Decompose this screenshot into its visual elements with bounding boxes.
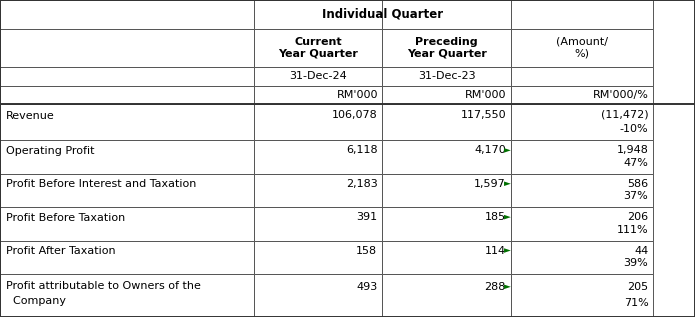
- Bar: [382, 104, 511, 140]
- Text: Individual Quarter: Individual Quarter: [322, 8, 443, 21]
- Text: RM'000: RM'000: [465, 90, 507, 100]
- Bar: [254, 67, 382, 86]
- Polygon shape: [504, 215, 511, 219]
- Bar: [254, 86, 382, 104]
- Bar: [382, 67, 511, 86]
- Text: 106,078: 106,078: [332, 110, 377, 120]
- Text: 158: 158: [357, 246, 377, 256]
- Bar: [0, 140, 254, 174]
- Bar: [511, 274, 653, 317]
- Text: 1,948: 1,948: [616, 146, 648, 155]
- Polygon shape: [504, 285, 511, 289]
- Text: 31-Dec-23: 31-Dec-23: [418, 72, 475, 81]
- Text: 6,118: 6,118: [345, 146, 377, 155]
- Bar: [254, 29, 382, 67]
- Bar: [511, 0, 653, 29]
- Bar: [0, 0, 254, 29]
- Text: 71%: 71%: [623, 298, 648, 308]
- Bar: [511, 67, 653, 86]
- Text: 493: 493: [356, 282, 377, 292]
- Text: 205: 205: [628, 282, 648, 292]
- Bar: [382, 274, 511, 317]
- Bar: [0, 104, 254, 140]
- Bar: [382, 207, 511, 241]
- Bar: [254, 207, 382, 241]
- Text: Current
Year Quarter: Current Year Quarter: [278, 37, 358, 58]
- Bar: [382, 29, 511, 67]
- Bar: [254, 104, 382, 140]
- Bar: [254, 140, 382, 174]
- Bar: [0, 207, 254, 241]
- Text: RM'000/%: RM'000/%: [594, 90, 649, 100]
- Bar: [382, 86, 511, 104]
- Text: -10%: -10%: [620, 124, 648, 134]
- Text: 31-Dec-24: 31-Dec-24: [289, 72, 347, 81]
- Bar: [254, 174, 382, 207]
- Text: Operating Profit: Operating Profit: [6, 146, 94, 156]
- Text: (11,472): (11,472): [600, 110, 648, 120]
- Text: Profit Before Interest and Taxation: Profit Before Interest and Taxation: [6, 179, 196, 190]
- Bar: [511, 104, 653, 140]
- Text: 185: 185: [485, 212, 506, 222]
- Bar: [511, 29, 653, 67]
- Polygon shape: [504, 148, 511, 152]
- Bar: [254, 274, 382, 317]
- Bar: [254, 241, 382, 274]
- Text: 391: 391: [357, 212, 377, 222]
- Text: 47%: 47%: [623, 158, 648, 168]
- Bar: [382, 241, 511, 274]
- Text: Profit After Taxation: Profit After Taxation: [6, 246, 115, 256]
- Text: Preceding
Year Quarter: Preceding Year Quarter: [407, 37, 486, 58]
- Text: 39%: 39%: [623, 258, 648, 268]
- Bar: [0, 29, 254, 67]
- Bar: [382, 140, 511, 174]
- Bar: [0, 67, 254, 86]
- Bar: [0, 274, 254, 317]
- Bar: [382, 174, 511, 207]
- Bar: [0, 174, 254, 207]
- Text: Company: Company: [6, 296, 65, 306]
- Bar: [511, 174, 653, 207]
- Text: Revenue: Revenue: [6, 111, 54, 121]
- Bar: [511, 207, 653, 241]
- Text: 586: 586: [628, 179, 648, 189]
- Text: 206: 206: [628, 212, 648, 222]
- Bar: [254, 0, 382, 29]
- Bar: [0, 241, 254, 274]
- Text: 111%: 111%: [616, 225, 648, 235]
- Text: 117,550: 117,550: [460, 110, 506, 120]
- Bar: [382, 0, 511, 29]
- Text: (Amount/
%): (Amount/ %): [556, 37, 608, 58]
- Polygon shape: [504, 248, 511, 253]
- Text: 288: 288: [484, 282, 506, 292]
- Text: 1,597: 1,597: [474, 179, 506, 189]
- Text: Profit attributable to Owners of the: Profit attributable to Owners of the: [6, 281, 200, 291]
- Bar: [0, 86, 254, 104]
- Text: 2,183: 2,183: [345, 179, 377, 189]
- Polygon shape: [504, 182, 511, 186]
- Text: 44: 44: [634, 246, 648, 256]
- Text: Profit Before Taxation: Profit Before Taxation: [6, 213, 125, 223]
- Text: 114: 114: [485, 246, 506, 256]
- Bar: [511, 140, 653, 174]
- Bar: [511, 86, 653, 104]
- Text: RM'000: RM'000: [336, 90, 378, 100]
- Bar: [511, 241, 653, 274]
- Text: 37%: 37%: [623, 191, 648, 201]
- Text: 4,170: 4,170: [474, 146, 506, 155]
